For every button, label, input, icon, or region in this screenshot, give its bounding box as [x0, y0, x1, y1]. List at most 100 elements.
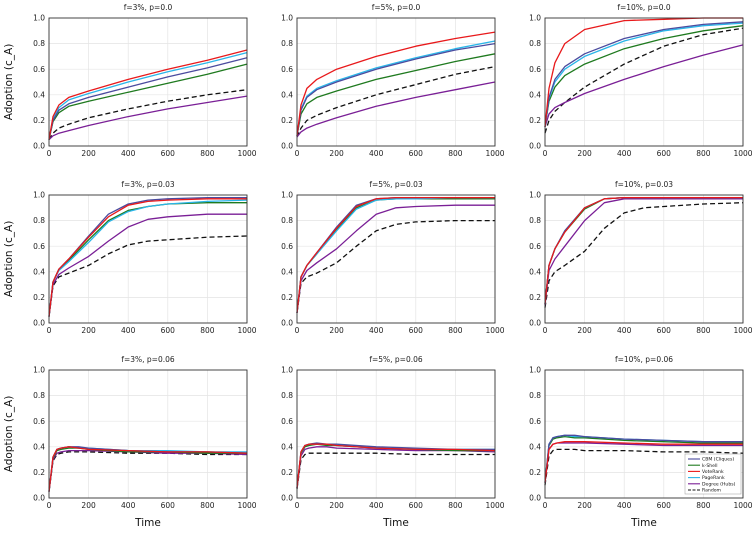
y-tick-label: 0.8 — [529, 391, 541, 400]
plot-frame — [48, 17, 248, 147]
series-line-voterank — [48, 198, 247, 317]
y-tick-label: 0.8 — [281, 39, 293, 48]
y-tick-label: 0.4 — [281, 442, 293, 451]
subplot-7: 0 200 400 600 800 1000 0.0 0.2 0.4 0.6 0.8 1.0 f=3%,… — [3, 355, 257, 529]
y-tick-label: 0.0 — [281, 494, 293, 503]
plot-frame — [48, 369, 248, 499]
x-tick-label: 200 — [81, 326, 96, 335]
y-tick-label: 0.6 — [281, 417, 293, 426]
plot-frame — [544, 369, 744, 499]
y-tick-label: 0.6 — [33, 242, 45, 251]
series-line-k-shell — [48, 447, 247, 492]
x-tick-label: 600 — [161, 501, 176, 510]
plot-frame — [544, 194, 744, 324]
x-tick-label: 200 — [81, 501, 96, 510]
x-tick-label: 600 — [409, 501, 424, 510]
y-tick-label: 0.0 — [281, 142, 293, 151]
y-axis-label: Adoption (c_A) — [3, 221, 15, 298]
subplot-title: f=3%, p=0.03 — [121, 180, 175, 189]
x-axis-label: Time — [382, 517, 409, 529]
y-tick-label: 1.0 — [33, 366, 45, 375]
series-line-voterank — [296, 31, 496, 136]
series-line-random — [544, 202, 744, 308]
y-tick-label: 0.8 — [33, 39, 45, 48]
x-tick-label: 400 — [121, 149, 136, 158]
subplot-title: f=10%, p=0.06 — [615, 355, 673, 364]
x-tick-label: 200 — [577, 501, 592, 510]
x-axis-label: Time — [630, 517, 657, 529]
series-line-voterank — [296, 443, 496, 488]
series-line-degree-hubs — [48, 449, 248, 492]
x-tick-label: 0 — [543, 149, 548, 158]
subplot-title: f=10%, p=0.0 — [617, 3, 671, 12]
series-line-random — [296, 65, 496, 138]
x-tick-label: 1000 — [485, 149, 504, 158]
subplot-4: 0 200 400 600 800 1000 0.0 0.2 0.4 0.6 0.8 1.0 f=3%,… — [3, 180, 257, 335]
legend-label: PageRank — [702, 475, 725, 481]
x-tick-label: 400 — [617, 149, 632, 158]
plot-frame — [296, 17, 496, 147]
x-tick-label: 1000 — [485, 326, 504, 335]
legend-label: Random — [702, 488, 722, 494]
legend-label: k-Shell — [702, 463, 718, 469]
series-line-voterank — [544, 441, 743, 483]
subplot-6: 0 200 400 600 800 1000 0.0 0.2 0.4 0.6 0.8 1.0 f=10%… — [529, 180, 753, 335]
series-line-voterank — [48, 446, 248, 492]
y-tick-label: 0.6 — [529, 65, 541, 74]
plot-frame — [296, 369, 496, 499]
x-tick-label: 800 — [696, 149, 711, 158]
y-tick-label: 0.2 — [529, 468, 541, 477]
series-line-k-shell — [544, 25, 744, 127]
subplot-title: f=3%, p=0.06 — [121, 355, 175, 364]
y-tick-label: 1.0 — [33, 14, 45, 23]
x-tick-label: 200 — [329, 149, 344, 158]
y-tick-label: 0.4 — [33, 442, 45, 451]
x-tick-label: 400 — [617, 326, 632, 335]
x-tick-label: 600 — [657, 149, 672, 158]
y-tick-label: 0.0 — [33, 319, 45, 328]
series-line-random — [48, 451, 247, 492]
y-tick-label: 1.0 — [281, 191, 293, 200]
y-tick-label: 0.6 — [33, 417, 45, 426]
series-line-pagerank — [544, 22, 744, 127]
y-tick-label: 0.8 — [281, 216, 293, 225]
y-tick-label: 0.4 — [529, 90, 541, 99]
y-tick-label: 0.4 — [529, 442, 541, 451]
x-tick-label: 0 — [47, 501, 52, 510]
series-line-random — [48, 89, 248, 140]
x-tick-label: 1000 — [733, 149, 752, 158]
series-line-k-shell — [296, 53, 496, 136]
x-tick-label: 200 — [329, 326, 344, 335]
x-tick-label: 1000 — [237, 326, 256, 335]
y-tick-label: 0.8 — [529, 39, 541, 48]
x-tick-label: 600 — [409, 326, 424, 335]
series-line-voterank — [296, 196, 495, 313]
x-tick-label: 800 — [696, 501, 711, 510]
series-line-degree-hubs — [544, 44, 744, 127]
series-line-pagerank — [48, 199, 248, 317]
x-tick-label: 0 — [543, 326, 548, 335]
series-line-degree-hubs — [48, 95, 248, 141]
y-tick-label: 1.0 — [529, 14, 541, 23]
x-tick-label: 0 — [295, 326, 300, 335]
x-tick-label: 800 — [696, 326, 711, 335]
series-line-voterank — [544, 196, 743, 304]
x-tick-label: 0 — [543, 501, 548, 510]
series-line-cbm-cliques — [544, 434, 743, 483]
x-tick-label: 0 — [47, 149, 52, 158]
subplot-9: 0 200 400 600 800 1000 0.0 0.2 0.4 0.6 0.8 1.0 f=10%… — [529, 355, 753, 529]
y-tick-label: 0.6 — [281, 65, 293, 74]
series-line-cbm-cliques — [544, 196, 743, 304]
x-tick-label: 200 — [329, 501, 344, 510]
x-tick-label: 600 — [161, 149, 176, 158]
series-line-random — [544, 27, 744, 134]
subplot-title: f=5%, p=0.0 — [372, 3, 421, 12]
y-tick-label: 1.0 — [281, 366, 293, 375]
x-tick-label: 0 — [295, 501, 300, 510]
y-tick-label: 0.2 — [529, 116, 541, 125]
y-tick-label: 0.2 — [529, 293, 541, 302]
series-line-degree-hubs — [544, 198, 743, 306]
legend-label: VoteRank — [702, 469, 724, 475]
x-tick-label: 400 — [121, 501, 136, 510]
y-tick-label: 0.2 — [33, 116, 45, 125]
